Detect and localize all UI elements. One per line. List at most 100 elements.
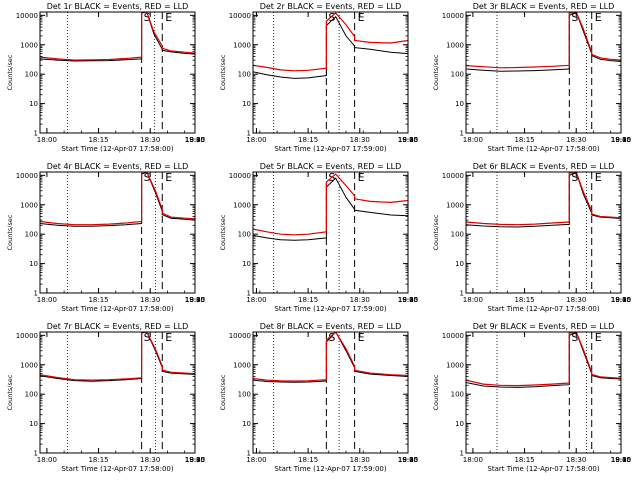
y-tick-label: 10	[455, 260, 464, 268]
x-tick-label: 19:15	[185, 136, 205, 144]
y-tick-label: 100	[25, 231, 38, 239]
x-tick-label: 18:30	[566, 296, 586, 304]
x-tick-label: 19:00	[611, 296, 631, 304]
y-tick-label: 10	[29, 100, 38, 108]
y-tick-label: 10000	[442, 12, 464, 20]
plot-frame	[465, 11, 622, 134]
x-tick-label: 18:15	[88, 296, 108, 304]
x-axis-label: Start Time (12-Apr-07 17:58:00)	[487, 305, 599, 313]
lld-series-line	[40, 332, 195, 381]
chart-title: Det 2r BLACK = Events, RED = LLD	[260, 2, 402, 11]
x-tick-label: 19:00	[398, 296, 418, 304]
y-tick-label: 1	[34, 450, 38, 458]
chart-title: Det 1r BLACK = Events, RED = LLD	[47, 2, 189, 11]
x-tick-label: 19:30	[611, 296, 631, 304]
y-tick-label: 10	[242, 420, 251, 428]
chart-title: Det 8r BLACK = Events, RED = LLD	[260, 322, 402, 331]
y-tick-label: 10000	[442, 332, 464, 340]
y-tick-label: 1	[460, 290, 464, 298]
x-tick-label: 18:00	[246, 456, 266, 464]
x-tick-label: 18:15	[88, 136, 108, 144]
x-axis-label: Start Time (12-Apr-07 17:59:00)	[274, 305, 386, 313]
start-marker-label: S	[571, 171, 578, 184]
x-tick-label: 18:45	[611, 296, 631, 304]
end-marker-label: E	[358, 171, 365, 184]
start-marker-label: S	[571, 11, 578, 24]
x-tick-label: 18:00	[246, 296, 266, 304]
plot-frame	[39, 11, 196, 134]
y-tick-label: 1000	[446, 41, 464, 49]
y-tick-label: 1	[247, 130, 251, 138]
chart-title: Det 5r BLACK = Events, RED = LLD	[260, 162, 402, 171]
y-tick-label: 10	[455, 420, 464, 428]
x-tick-label: 18:30	[566, 136, 586, 144]
x-tick-label: 19:30	[185, 456, 205, 464]
end-marker-label: E	[595, 331, 602, 344]
y-axis-label: Counts/sec	[432, 374, 440, 410]
chart-title: Det 3r BLACK = Events, RED = LLD	[473, 2, 615, 11]
lld-series-line	[253, 12, 408, 72]
x-tick-label: 19:00	[398, 456, 418, 464]
x-tick-label: 18:00	[463, 456, 483, 464]
lld-series-line	[253, 332, 408, 382]
lld-series-line	[466, 172, 621, 226]
x-tick-label: 19:00	[185, 136, 205, 144]
x-tick-label: 18:15	[298, 296, 318, 304]
y-tick-label: 100	[451, 71, 464, 79]
end-marker-label: E	[358, 11, 365, 24]
x-tick-label: 18:45	[398, 136, 418, 144]
plot-frame	[465, 331, 622, 454]
y-tick-label: 10000	[16, 332, 38, 340]
y-tick-label: 1000	[233, 201, 251, 209]
y-tick-label: 1	[247, 450, 251, 458]
plot-frame	[252, 331, 409, 454]
y-tick-label: 100	[238, 71, 251, 79]
x-tick-label: 18:15	[514, 456, 534, 464]
y-tick-label: 1000	[20, 41, 38, 49]
x-axis-label: Start Time (12-Apr-07 17:59:00)	[274, 145, 386, 153]
y-tick-label: 1000	[20, 361, 38, 369]
x-tick-label: 19:30	[398, 456, 418, 464]
plot-frame	[252, 11, 409, 134]
y-axis-label: Counts/sec	[219, 214, 227, 250]
plot-frame	[252, 171, 409, 294]
y-tick-label: 1	[460, 450, 464, 458]
start-marker-label: S	[328, 331, 335, 344]
end-marker-label: E	[165, 171, 172, 184]
y-tick-label: 1000	[446, 201, 464, 209]
x-tick-label: 18:00	[463, 296, 483, 304]
x-tick-label: 18:45	[611, 456, 631, 464]
x-tick-label: 18:45	[185, 296, 205, 304]
x-tick-label: 19:30	[611, 456, 631, 464]
x-axis-label: Start Time (12-Apr-07 17:59:00)	[274, 465, 386, 473]
end-marker-label: E	[595, 11, 602, 24]
y-tick-label: 100	[238, 391, 251, 399]
x-axis-label: Start Time (12-Apr-07 17:58:00)	[61, 305, 173, 313]
plot-frame	[465, 171, 622, 294]
x-tick-label: 18:30	[140, 296, 160, 304]
end-marker-label: E	[595, 171, 602, 184]
y-tick-label: 10	[29, 420, 38, 428]
lld-series-line	[466, 332, 621, 387]
x-tick-label: 18:00	[37, 296, 57, 304]
lld-series-line	[253, 173, 408, 236]
y-tick-label: 1	[460, 130, 464, 138]
y-tick-label: 100	[451, 231, 464, 239]
events-series-line	[253, 15, 408, 79]
y-axis-label: Counts/sec	[6, 214, 14, 250]
end-marker-label: E	[165, 331, 172, 344]
x-axis-label: Start Time (12-Apr-07 17:58:00)	[487, 465, 599, 473]
y-axis-label: Counts/sec	[432, 54, 440, 90]
x-tick-label: 18:30	[566, 456, 586, 464]
x-tick-label: 18:30	[350, 296, 370, 304]
x-tick-label: 19:00	[611, 456, 631, 464]
y-tick-label: 10000	[16, 172, 38, 180]
start-marker-label: S	[144, 331, 151, 344]
x-axis-label: Start Time (12-Apr-07 17:58:00)	[61, 465, 173, 473]
x-tick-label: 19:15	[398, 296, 418, 304]
y-axis-label: Counts/sec	[6, 374, 14, 410]
y-axis-label: Counts/sec	[219, 54, 227, 90]
y-tick-label: 10000	[229, 332, 251, 340]
